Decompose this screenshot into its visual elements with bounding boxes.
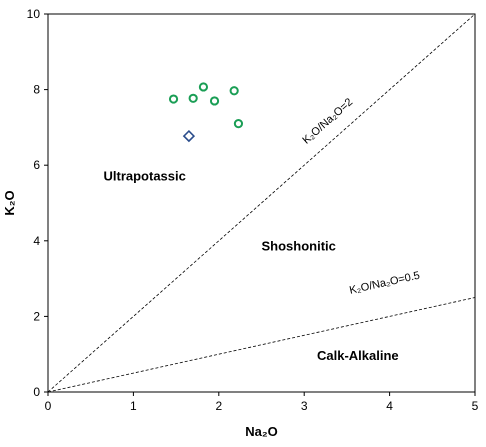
x-tick-label: 5: [472, 399, 479, 413]
x-tick-label: 3: [301, 399, 308, 413]
plot-frame: [47, 13, 476, 393]
diamond-point: [182, 129, 196, 143]
ratio-line-1: [47, 297, 476, 393]
x-axis-title: Na₂O: [245, 424, 278, 439]
ratio-line-label-1: K₂O/Na₂O=0.5: [348, 270, 421, 297]
field-label-ultrapotassic: Ultrapotassic: [104, 168, 186, 183]
y-tick-label: 2: [33, 309, 40, 323]
circle-point: [209, 96, 220, 106]
x-tick-label: 1: [130, 399, 137, 413]
y-axis-title: K₂O: [2, 190, 17, 215]
y-axis-ticks: 0 2 4 6 8 10: [27, 7, 48, 399]
field-label-calk-alkaline: Calk-Alkaline: [317, 348, 399, 363]
circle-point: [188, 93, 198, 103]
y-tick-label: 6: [33, 158, 40, 172]
ratio-lines: K₂O/Na₂O=2 K₂O/Na₂O=0.5: [47, 13, 476, 393]
y-tick-label: 8: [33, 83, 40, 97]
circle-point: [168, 94, 179, 104]
circle-point: [198, 82, 209, 92]
field-label-shoshonitic: Shoshonitic: [262, 238, 336, 253]
x-tick-label: 0: [45, 399, 52, 413]
x-tick-label: 2: [215, 399, 222, 413]
field-labels: Ultrapotassic Shoshonitic Calk-Alkaline: [104, 168, 399, 363]
x-axis-ticks: 0 1 2 3 4 5: [45, 392, 479, 413]
data-points: [168, 82, 244, 143]
ratio-line-0: [47, 13, 476, 393]
circle-point: [233, 119, 244, 129]
ratio-line-label-0: K₂O/Na₂O=2: [300, 96, 355, 147]
y-tick-label: 0: [33, 385, 40, 399]
circle-point: [229, 86, 239, 96]
y-tick-label: 10: [27, 7, 41, 21]
x-tick-label: 4: [386, 399, 393, 413]
y-tick-label: 4: [33, 234, 40, 248]
